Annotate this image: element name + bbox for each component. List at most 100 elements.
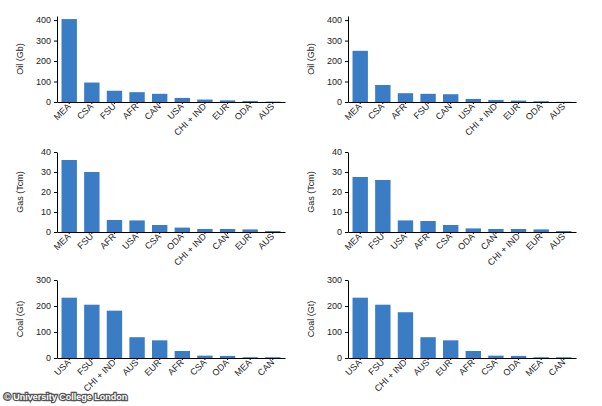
y-tick-label: 100 [36, 327, 51, 337]
x-tick-label: CHI + IND [373, 357, 410, 394]
bar [84, 172, 99, 232]
x-tick-mark [182, 358, 183, 360]
x-tick: FSU [366, 231, 386, 251]
y-tick: 400 [327, 15, 348, 25]
x-tick: EUR [210, 101, 231, 122]
x-tick-mark [69, 102, 70, 104]
x-tick-mark [428, 358, 429, 360]
x-tick: AUS [256, 101, 276, 121]
bar [62, 19, 77, 102]
x-tick-mark [541, 232, 542, 234]
y-tick-label: 300 [36, 36, 51, 46]
x-tick-mark [159, 232, 160, 234]
x-tick-label: AUS [256, 231, 276, 251]
x-tick: CHI + IND [82, 357, 119, 394]
x-tick-label: EUR [143, 357, 164, 378]
y-tick: 0 [337, 227, 348, 237]
x-tick: FSU [75, 357, 95, 377]
x-tick-mark [405, 102, 406, 104]
y-tick-label: 400 [327, 15, 342, 25]
y-tick: 300 [327, 36, 348, 46]
bar [420, 337, 435, 358]
x-tick-label: CAN [143, 101, 164, 122]
bar [129, 220, 144, 232]
x-tick-mark [227, 102, 228, 104]
y-tick-mark [54, 61, 57, 62]
bar [398, 312, 413, 358]
x-tick-label: CSA [366, 101, 386, 121]
x-tick-mark [114, 102, 115, 104]
y-tick-mark [345, 280, 348, 281]
y-axis: 0100200300 [36, 275, 58, 363]
y-tick: 0 [46, 97, 57, 107]
bar [107, 311, 122, 358]
x-tick-mark [382, 232, 383, 234]
y-tick: 400 [36, 15, 57, 25]
y-axis: 0100200300400 [36, 15, 58, 107]
y-tick-mark [345, 20, 348, 21]
bar [511, 229, 526, 232]
x-axis-line [58, 232, 286, 233]
x-tick: EUR [434, 357, 455, 378]
x-tick: CAN [210, 231, 231, 252]
y-tick: 200 [36, 301, 57, 311]
y-tick-label: 100 [327, 327, 342, 337]
y-tick-label: 200 [36, 56, 51, 66]
x-tick-label: MEA [343, 231, 364, 252]
x-tick-mark [159, 102, 160, 104]
bars [62, 298, 281, 358]
y-tick-label: 0 [46, 353, 51, 363]
x-tick: AFR [121, 101, 141, 121]
y-tick: 200 [36, 56, 57, 66]
x-tick-mark [450, 358, 451, 360]
x-tick-label: FSU [366, 231, 386, 251]
y-axis-line [348, 17, 349, 103]
y-tick-label: 0 [46, 97, 51, 107]
x-tick: ODA [210, 357, 231, 378]
x-tick: CHI + IND [486, 231, 523, 268]
bar [398, 220, 413, 232]
y-tick-label: 300 [327, 275, 342, 285]
y-axis-title: Coal (Gt) [15, 301, 25, 338]
y-axis: 010203040 [332, 147, 349, 237]
y-tick: 30 [41, 167, 57, 177]
bar [84, 305, 99, 358]
x-tick-mark [473, 102, 474, 104]
y-tick: 300 [327, 275, 348, 285]
x-tick: ODA [456, 231, 477, 252]
x-tick-mark [182, 102, 183, 104]
x-tick-mark [114, 358, 115, 360]
bars [353, 51, 572, 102]
y-tick-mark [345, 82, 348, 83]
x-tick-mark [473, 358, 474, 360]
x-tick-label: USA [120, 231, 140, 251]
x-tick-label: AFR [412, 231, 432, 251]
bar [242, 229, 257, 232]
y-axis-title: Oil (Gb) [306, 43, 316, 75]
x-tick-label: AUS [256, 101, 276, 121]
bar [533, 229, 548, 232]
x-tick-mark [227, 358, 228, 360]
x-tick-label: USA [166, 101, 186, 121]
x-tick-mark [250, 358, 251, 360]
x-tick-mark [563, 358, 564, 360]
x-tick-mark [450, 102, 451, 104]
x-tick-mark [541, 358, 542, 360]
x-tick-mark [204, 102, 205, 104]
credit: © University College London [4, 392, 127, 402]
y-tick: 0 [46, 353, 57, 363]
x-tick-label: AUS [547, 231, 567, 251]
x-tick-mark [450, 232, 451, 234]
x-tick-mark [428, 232, 429, 234]
x-tick: CAN [256, 357, 277, 378]
x-tick: CAN [434, 101, 455, 122]
y-tick-mark [54, 232, 57, 233]
y-axis-line [57, 281, 58, 359]
x-tick-mark [137, 232, 138, 234]
y-tick: 0 [337, 353, 348, 363]
x-tick-mark [495, 232, 496, 234]
x-tick-label: AUS [547, 101, 567, 121]
y-tick-label: 400 [36, 15, 51, 25]
y-tick: 100 [327, 77, 348, 87]
x-tick: USA [389, 231, 409, 251]
